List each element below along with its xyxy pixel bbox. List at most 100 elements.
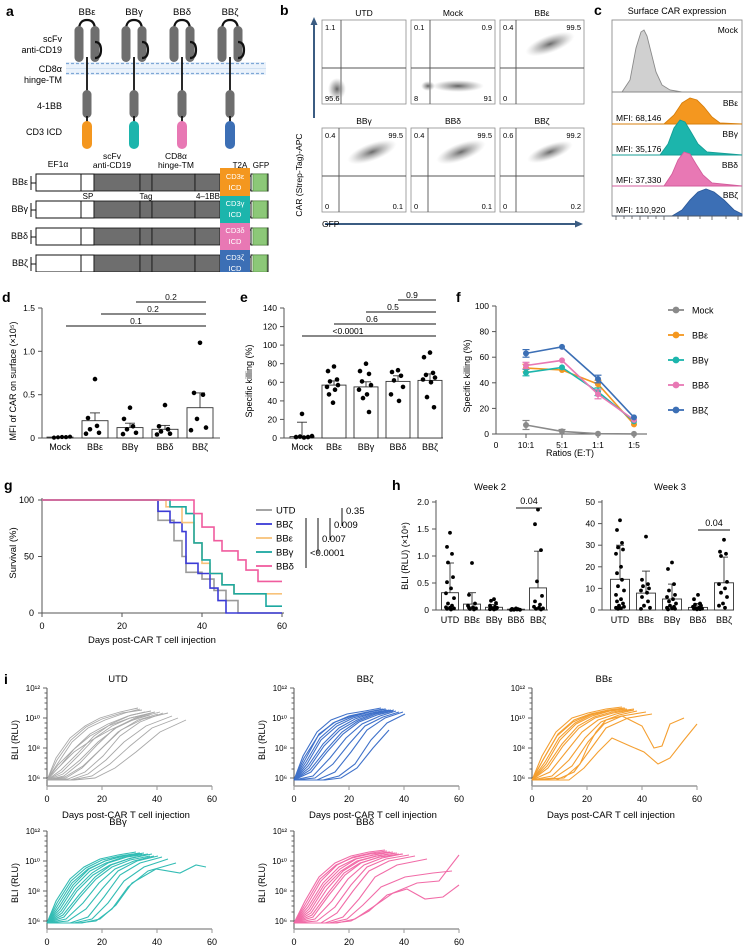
panel-g-xtick-3: 60	[277, 621, 287, 631]
panel-i-xlabel-2: Days post-CAR T cell injection	[547, 810, 675, 821]
construct-row-name-2: BBδ	[11, 231, 28, 241]
panel-h-w2-ytick-3: 1.5	[417, 524, 429, 534]
panel-a-header-0: BBε	[79, 7, 97, 18]
icd-name-1: CD3γ	[226, 199, 245, 208]
flow-q-ll-2: 0	[503, 94, 507, 103]
panel-f-series-bbg	[522, 364, 637, 425]
panel-g-legend-label-4: BBδ	[276, 562, 294, 573]
flow-plot-bbg: BBγ 0.4 99.5 0 0.1	[321, 116, 407, 213]
map-label-scfv: scFv	[103, 151, 122, 161]
panel-i-title-2: BBε	[596, 674, 614, 685]
flow-plot-mock: Mock 0.1 0.9 8 91	[410, 8, 496, 105]
panel-e-ytick-4: 80	[268, 359, 278, 369]
panel-g: g Survival (%) Days post-CAR T cell inje…	[0, 468, 390, 668]
panel-i-ytick-2-1: 10⁸	[513, 744, 525, 753]
panel-h-svg: h Week 2 BLI (RLU) (×10⁹) 0 0.5 1.0 1.5 …	[392, 477, 734, 625]
panel-a-side-scfv-2: anti-CD19	[21, 45, 62, 55]
panel-d-significance	[66, 301, 206, 327]
panel-f-series-bbe	[522, 363, 637, 428]
flow-title-0: UTD	[355, 8, 372, 18]
panel-f-xtick-zero: 0	[494, 440, 499, 450]
flow-q-lr-4: 0.1	[482, 202, 492, 211]
panel-i-xtick-3-2: 40	[152, 937, 162, 947]
panel-e: e Specific killing (%) 0 20 40 60 80 100…	[238, 286, 453, 461]
panel-d: d MFI of CAR on surface (×10⁵) 0 0.5 1.0…	[0, 286, 235, 461]
panel-f-svg: f Specific killing (%) Ratios (E:T) 0 20…	[456, 289, 714, 458]
car-cartoon-1	[121, 18, 150, 149]
panel-i-xtick-0-0: 0	[44, 794, 49, 804]
legend-item-bbz: BBζ	[668, 406, 708, 416]
panel-h-week2: Week 2 BLI (RLU) (×10⁹) 0 0.5 1.0 1.5 2.…	[400, 482, 548, 625]
panel-h-w3-ytick-4: 40	[586, 519, 596, 529]
panel-f-xlabel: Ratios (E:T)	[546, 448, 594, 458]
map-label-anticd19: anti-CD19	[93, 160, 132, 170]
panel-d-ytick-2: 1.0	[23, 346, 35, 356]
flow-q-ll-4: 0	[414, 202, 418, 211]
panel-i-subplot-bbg: BBγ BLI (RLU) 10⁶ 10⁸ 10¹⁰ 10¹² 0 20 40 …	[10, 817, 217, 947]
panel-i-ytick-3-2: 10¹⁰	[25, 857, 40, 866]
hist-trace-bbd: BBδ MFI: 37,330	[612, 151, 743, 187]
panel-f: f Specific killing (%) Ratios (E:T) 0 20…	[452, 286, 750, 461]
panel-i-ytick-4-3: 10¹²	[273, 827, 288, 836]
panel-i-xtick-2-1: 20	[582, 794, 592, 804]
panel-i-ytick-2-2: 10¹⁰	[510, 714, 525, 723]
legend-item-mock: Mock	[668, 306, 714, 316]
panel-b-svg: b CAR (Strep-Tag)-APC GFP UTD 1.1 95.6 M…	[280, 2, 585, 229]
panel-e-xtick-3: BBδ	[389, 442, 406, 452]
map-label-t2a: T2A	[233, 161, 248, 170]
panel-i-xtick-3-3: 60	[207, 937, 217, 947]
panel-g-xlabel: Days post-CAR T cell injection	[88, 635, 216, 646]
survival-curve-bbz	[42, 499, 282, 614]
panel-d-ytick-3: 1.5	[23, 303, 35, 313]
panel-i-ytick-0-1: 10⁸	[28, 744, 40, 753]
panel-i-ytick-2-0: 10⁶	[513, 774, 525, 783]
flow-q-ul-0: 1.1	[325, 23, 335, 32]
panel-d-ytick-1: 0.5	[23, 390, 35, 400]
panel-i-title-0: UTD	[108, 674, 128, 685]
panel-e-significance	[302, 299, 436, 337]
panel-f-series-mock	[522, 419, 637, 437]
legend-label-2: BBγ	[692, 356, 709, 366]
panel-g-letter: g	[4, 477, 13, 493]
panel-f-xtick-2: 1:1	[592, 440, 604, 450]
panel-a-side-scfv-1: scFv	[43, 34, 62, 44]
panel-e-svg: e Specific killing (%) 0 20 40 60 80 100…	[240, 289, 443, 452]
panel-i-xtick-2-3: 60	[692, 794, 702, 804]
panel-i-xtick-0-1: 20	[97, 794, 107, 804]
flow-q-ul-3: 0.4	[325, 131, 335, 140]
panel-h-week2-ylabel: BLI (RLU) (×10⁹)	[400, 522, 410, 590]
flow-q-ur-4: 99.5	[477, 131, 492, 140]
panel-i-xtick-1-1: 20	[344, 794, 354, 804]
panel-e-xtick-0: Mock	[291, 442, 313, 452]
flow-q-ll-5: 0	[503, 202, 507, 211]
hist-label-0: Mock	[718, 25, 739, 35]
car-cartoon-3	[217, 18, 246, 149]
panel-f-xtick-1: 5:1	[556, 440, 568, 450]
panel-h-w2-xtick-2: BBγ	[486, 615, 503, 625]
car-cartoon-0	[74, 18, 103, 149]
panel-i-subplot-utd: UTD BLI (RLU) 10⁶ 10⁸ 10¹⁰ 10¹² 0 20 40	[10, 674, 217, 821]
panel-g-ytick-0: 0	[29, 608, 34, 618]
panel-i-ylabel-1: BLI (RLU)	[257, 720, 267, 760]
car-cartoon-2	[169, 18, 198, 149]
panel-d-xtick-2: BBγ	[122, 442, 139, 452]
panel-e-xtick-2: BBγ	[358, 442, 375, 452]
panel-g-pvalue-1: 0.35	[346, 506, 365, 517]
panel-c: c Surface CAR expression Mock BBε MFI: 6…	[592, 0, 750, 240]
legend-label-3: BBδ	[692, 381, 709, 391]
panel-d-sig-2: 0.2	[165, 292, 177, 302]
map-label-cd8a: CD8α	[165, 151, 187, 161]
flow-q-ur-2: 99.5	[566, 23, 581, 32]
hist-mfi-1: MFI: 68,146	[616, 113, 662, 123]
icd-name-0: CD3ε	[226, 172, 245, 181]
hist-trace-bbg: BBγ MFI: 35,176	[612, 119, 743, 156]
panel-a-side-cd8a-2: hinge-TM	[24, 75, 62, 85]
panel-i-xtick-4-0: 0	[291, 937, 296, 947]
panel-h-w3-xtick-0: UTD	[611, 615, 630, 625]
icd-sub-2: ICD	[229, 237, 243, 246]
panel-d-xtick-0: Mock	[49, 442, 71, 452]
panel-f-xtick-3: 1:5	[628, 440, 640, 450]
panel-i-xlabel-1: Days post-CAR T cell injection	[309, 810, 437, 821]
panel-g-legend-label-3: BBγ	[276, 548, 294, 559]
panel-e-sig-1: 0.6	[366, 314, 378, 324]
